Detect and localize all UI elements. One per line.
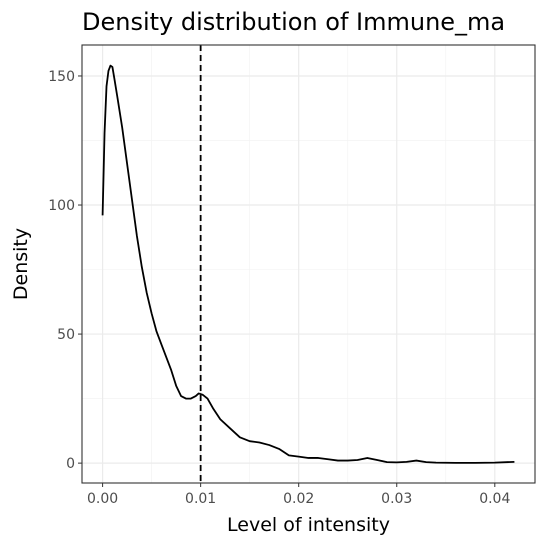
plot-panel-border bbox=[81, 44, 536, 484]
density-curve bbox=[101, 64, 515, 464]
x-tick-label: 0.01 bbox=[185, 491, 216, 507]
x-axis-title: Level of intensity bbox=[227, 514, 390, 536]
x-tick-label: 0.03 bbox=[381, 491, 412, 507]
chart-title: Density distribution of Immune_ma bbox=[82, 8, 505, 36]
x-axis-ticks: 0.00 0.01 0.02 0.03 0.04 bbox=[87, 483, 510, 507]
x-tick-label: 0.00 bbox=[87, 491, 118, 507]
y-tick-label: 0 bbox=[66, 456, 75, 472]
y-axis-ticks: 0 50 100 150 bbox=[48, 69, 82, 472]
minor-gridlines bbox=[82, 45, 535, 483]
x-tick-label: 0.04 bbox=[479, 491, 510, 507]
y-tick-label: 100 bbox=[48, 198, 75, 214]
x-tick-label: 0.02 bbox=[283, 491, 314, 507]
y-tick-label: 50 bbox=[57, 327, 75, 343]
y-tick-label: 150 bbox=[48, 69, 75, 85]
density-series-layer bbox=[101, 64, 515, 464]
y-axis-title: Density bbox=[10, 228, 32, 300]
major-gridlines bbox=[82, 45, 535, 483]
